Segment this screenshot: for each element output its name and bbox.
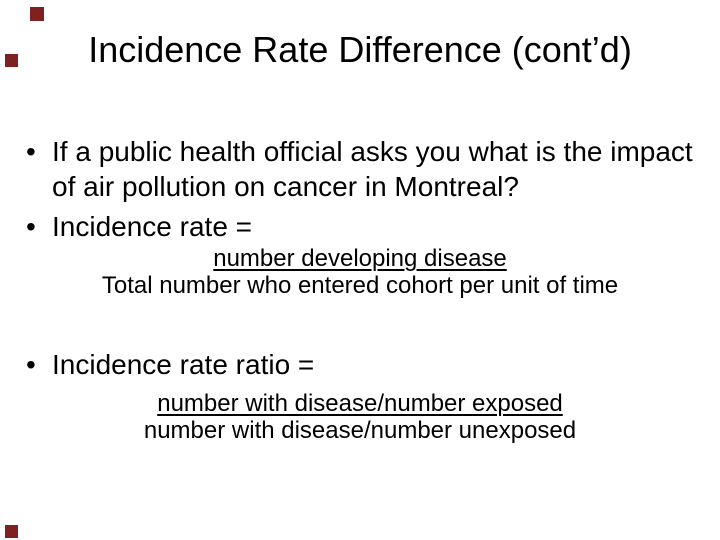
bullet-text-line-2: of air pollution on cancer in Montreal?	[52, 171, 519, 202]
fraction-denominator: number with disease/number unexposed	[143, 417, 577, 444]
bullet-text-incidence-rate: Incidence rate =	[52, 211, 253, 242]
decor-square-upper-left-icon	[5, 54, 18, 67]
bullet-item-incidence-rate-ratio: • Incidence rate ratio =	[26, 347, 314, 382]
fraction-numerator: number with disease/number exposed	[157, 390, 563, 417]
bullet-text-incidence-rate-ratio: Incidence rate ratio =	[52, 349, 315, 380]
incidence-rate-ratio-fraction: number with disease/number exposed numbe…	[0, 390, 720, 444]
bullet-item-impact-question: • If a public health official asks you w…	[26, 134, 693, 204]
incidence-rate-fraction: number developing disease Total number w…	[0, 245, 720, 299]
bullet-item-incidence-rate: • Incidence rate =	[26, 209, 252, 244]
slide-title: Incidence Rate Difference (cont’d)	[88, 29, 632, 70]
bullet-icon: •	[26, 136, 36, 167]
fraction-denominator: Total number who entered cohort per unit…	[101, 272, 619, 299]
decor-square-top-icon	[30, 7, 44, 21]
fraction-numerator: number developing disease	[213, 245, 507, 272]
decor-square-bottom-left-icon	[5, 525, 18, 538]
bullet-icon: •	[26, 349, 36, 380]
bullet-text-line-1: If a public health official asks you wha…	[52, 136, 693, 167]
bullet-icon: •	[26, 211, 36, 242]
